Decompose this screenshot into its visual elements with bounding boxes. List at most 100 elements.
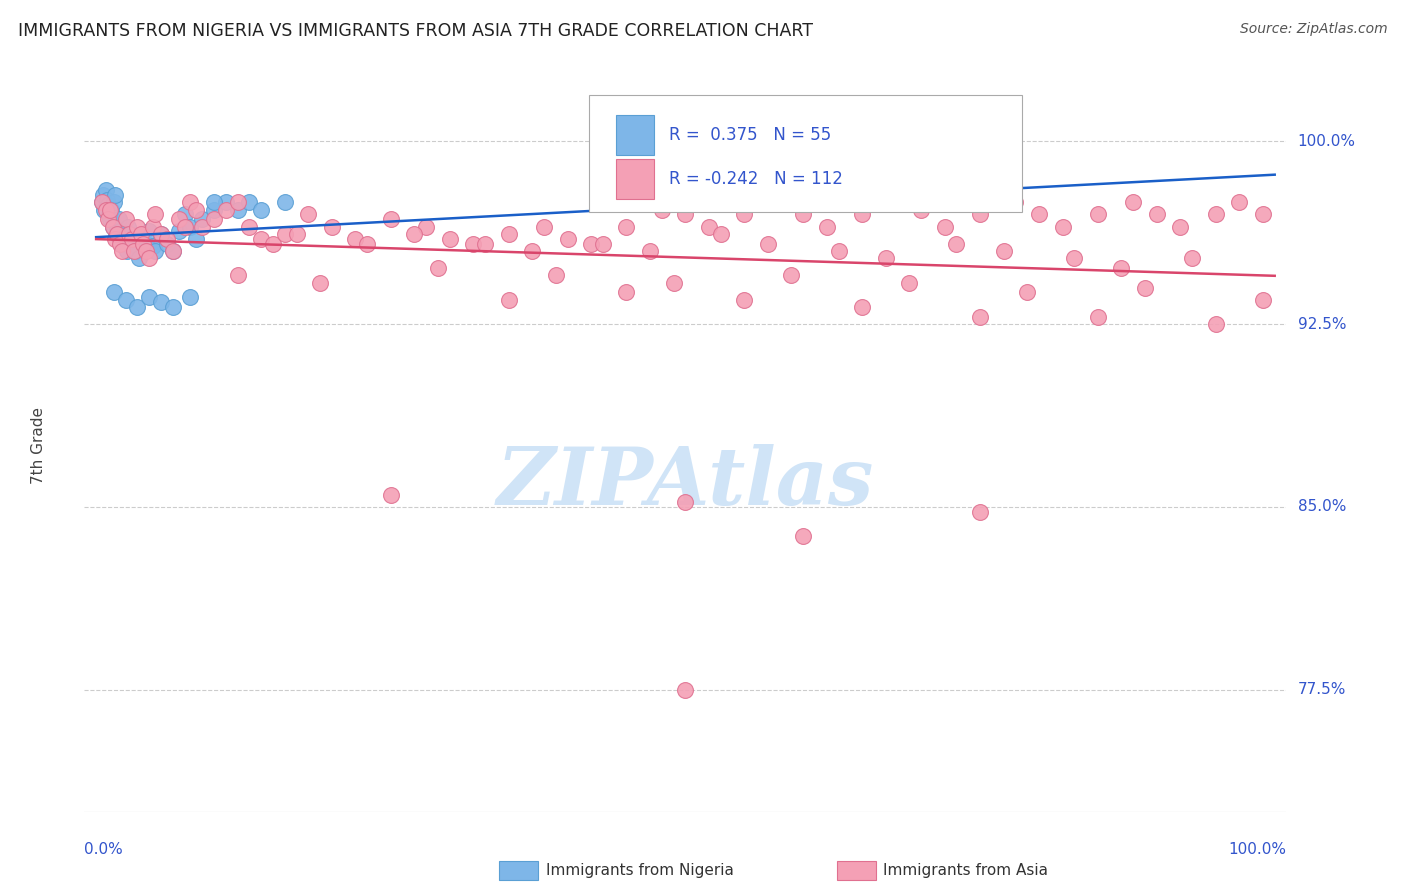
Point (162, 244, 184, 258)
Text: R =  0.375   N = 55: R = 0.375 N = 55 (669, 126, 831, 145)
Point (115, 244, 138, 258)
FancyBboxPatch shape (589, 95, 1022, 212)
Point (226, 268, 249, 283)
Point (1170, 219, 1192, 234)
Point (309, 276, 332, 290)
Text: 100.0%: 100.0% (1298, 134, 1355, 149)
Point (118, 227, 141, 241)
Point (179, 195, 201, 210)
Point (733, 207, 755, 221)
Point (238, 195, 260, 210)
Point (827, 244, 849, 258)
Point (969, 310, 991, 324)
Point (297, 207, 319, 221)
Point (733, 293, 755, 307)
Point (125, 244, 148, 258)
Point (250, 202, 273, 217)
Point (94, 183, 117, 197)
Point (273, 195, 295, 210)
Point (156, 232, 179, 246)
Point (1133, 280, 1156, 294)
Point (173, 219, 195, 234)
Point (91, 195, 114, 210)
Point (98, 207, 121, 221)
Point (97, 197, 120, 211)
Point (101, 219, 124, 234)
Text: R = -0.242   N = 112: R = -0.242 N = 112 (669, 170, 842, 188)
Point (498, 227, 520, 241)
Point (101, 219, 124, 234)
Point (138, 224, 160, 238)
Point (129, 227, 152, 241)
Point (215, 195, 238, 210)
Point (1087, 310, 1109, 324)
Point (105, 219, 128, 234)
Point (105, 227, 128, 241)
Point (226, 195, 249, 210)
Point (173, 207, 195, 221)
Point (104, 187, 127, 202)
Point (128, 252, 150, 266)
Point (1205, 317, 1227, 331)
Point (756, 236, 779, 251)
Point (202, 212, 225, 227)
Point (107, 212, 129, 227)
Point (557, 232, 579, 246)
Point (344, 232, 367, 246)
Point (127, 219, 149, 234)
Point (135, 244, 157, 258)
Point (121, 232, 143, 246)
Text: IMMIGRANTS FROM NIGERIA VS IMMIGRANTS FROM ASIA 7TH GRADE CORRELATION CHART: IMMIGRANTS FROM NIGERIA VS IMMIGRANTS FR… (18, 22, 813, 40)
Point (132, 236, 155, 251)
Point (91, 187, 114, 202)
Point (1181, 252, 1204, 266)
Point (533, 219, 555, 234)
Point (112, 232, 135, 246)
Point (110, 236, 132, 251)
Point (675, 682, 697, 697)
Point (191, 219, 214, 234)
Point (117, 219, 139, 234)
Point (149, 227, 172, 241)
Point (544, 268, 567, 283)
Point (993, 244, 1015, 258)
Point (167, 224, 190, 238)
Point (1227, 195, 1250, 210)
Text: 85.0%: 85.0% (1298, 500, 1346, 515)
Point (780, 268, 803, 283)
Point (122, 236, 145, 251)
Point (93, 202, 115, 217)
Point (104, 232, 127, 246)
Text: 77.5%: 77.5% (1298, 682, 1346, 698)
Point (186, 202, 208, 217)
Point (162, 244, 184, 258)
Point (215, 202, 238, 217)
Point (1146, 207, 1168, 221)
Point (651, 202, 673, 217)
Point (439, 232, 461, 246)
Bar (616, 159, 654, 199)
Point (108, 224, 131, 238)
Point (143, 207, 166, 221)
Point (111, 244, 134, 258)
Point (121, 232, 143, 246)
Point (273, 227, 295, 241)
Point (114, 236, 136, 251)
Point (769, 195, 792, 210)
Point (1028, 207, 1050, 221)
Point (792, 207, 814, 221)
Point (792, 529, 814, 543)
Point (143, 244, 166, 258)
Point (142, 219, 165, 234)
Point (579, 236, 602, 251)
Point (162, 300, 184, 314)
Text: Source: ZipAtlas.com: Source: ZipAtlas.com (1240, 22, 1388, 37)
Point (105, 227, 128, 241)
Point (167, 212, 190, 227)
Text: 92.5%: 92.5% (1298, 317, 1346, 332)
Point (98, 202, 121, 217)
Point (945, 236, 967, 251)
Point (191, 212, 214, 227)
Point (498, 293, 520, 307)
Point (100, 202, 122, 217)
